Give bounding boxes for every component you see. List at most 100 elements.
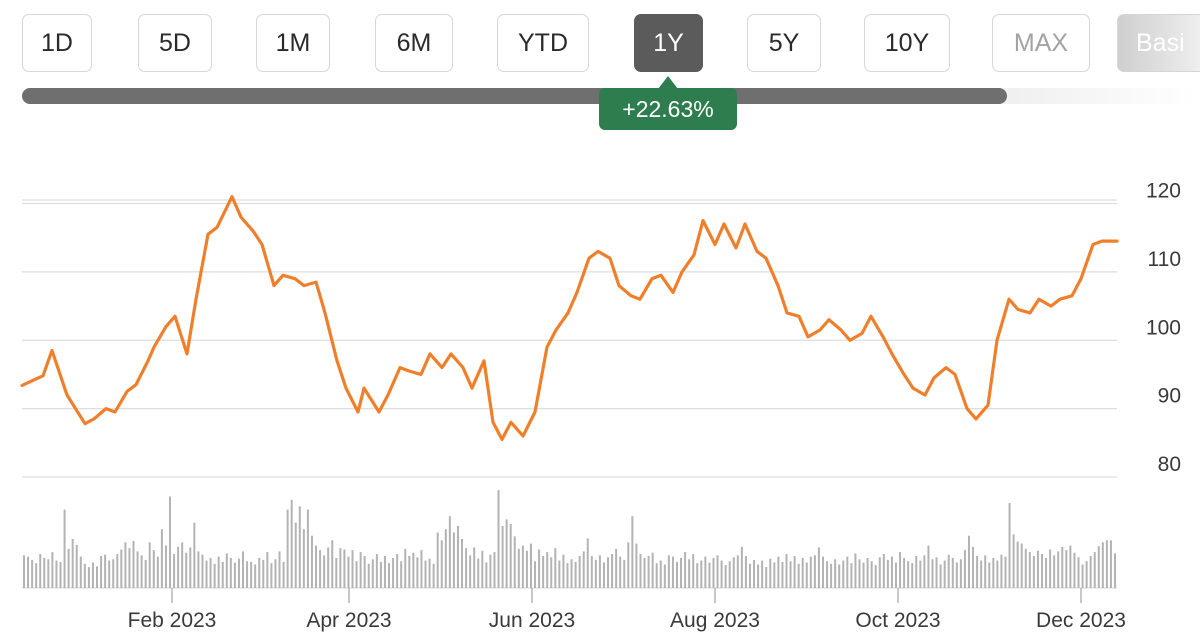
volume-bar [335,557,338,588]
volume-bar [955,562,958,588]
volume-bar [456,525,459,588]
volume-bar [680,557,683,588]
volume-bar [440,540,443,588]
range-5y-button[interactable]: 5Y [747,14,821,72]
volume-bar [773,562,776,588]
volume-bar [189,547,192,588]
volume-bar [716,555,719,588]
volume-bar [655,563,658,588]
volume-bar [27,556,30,588]
range-5d-button[interactable]: 5D [138,14,212,72]
range-10y-button[interactable]: 10Y [864,14,950,72]
volume-bar [611,554,614,588]
volume-bar [984,555,987,588]
volume-bar [838,564,841,588]
volume-bar [100,555,103,588]
volume-bar [866,557,869,588]
volume-bar [911,563,914,588]
volume-bar [213,563,216,588]
range-6m-button[interactable]: 6M [375,14,453,72]
volume-bar [323,555,326,588]
volume-bar [205,560,208,588]
volume-bar [724,565,727,588]
volume-bar [992,557,995,588]
volume-bar [1077,557,1080,588]
volume-bar [550,557,553,588]
volume-bar [619,556,622,588]
volume-bar [842,560,845,588]
volume-bar [732,557,735,588]
volume-bar [809,556,812,588]
volume-bar [761,560,764,588]
volume-bar [967,535,970,588]
volume-bar [927,545,930,588]
volume-bar [959,559,962,588]
volume-bar [193,522,196,588]
volume-bar [485,562,488,588]
volume-bar [469,555,472,588]
volume-bar [586,538,589,588]
volume-bar [1012,534,1015,588]
volume-bar [298,506,301,588]
volume-bar [688,559,691,588]
change-badge: +22.63% [599,88,737,130]
volume-bar [935,557,938,588]
volume-bar [388,563,391,588]
volume-bar [667,555,670,588]
volume-bar [647,555,650,588]
volume-bar [246,561,249,588]
volume-bar [160,529,163,588]
volume-bar [736,555,739,588]
range-scroll-thumb[interactable] [22,88,1007,104]
volume-bar [777,556,780,588]
volume-bar [501,525,504,588]
volume-bar [850,563,853,588]
range-max-button[interactable]: MAX [992,14,1090,72]
volume-bar [108,560,111,588]
volume-bar [947,554,950,588]
volume-bar [412,552,415,588]
volume-bar [1109,540,1112,588]
volume-bar [562,554,565,588]
volume-bar [63,509,66,588]
volume-bar [627,542,630,588]
volume-bar [177,546,180,588]
volume-bar [173,554,176,588]
volume-bar [148,542,151,588]
volume-bar [607,557,610,588]
volume-bar [1061,546,1064,588]
volume-bar [753,559,756,588]
volume-bar [1000,554,1003,588]
volume-bar [359,552,362,588]
range-1m-button[interactable]: 1M [256,14,330,72]
volume-bar [87,567,90,588]
volume-bar [931,559,934,588]
volume-bar [266,552,269,588]
volume-bar [830,563,833,588]
chart-style-basic-button[interactable]: Basi [1117,14,1200,72]
volume-bar [757,564,760,588]
volume-bar [976,555,979,588]
volume-bar [939,564,942,588]
volume-bar [692,554,695,588]
volume-bar [554,548,557,588]
volume-bar [104,554,107,588]
volume-bar [497,490,500,588]
volume-bar [659,560,662,588]
range-1d-button[interactable]: 1D [22,14,92,72]
volume-bar [310,535,313,588]
range-ytd-button[interactable]: YTD [497,14,589,72]
y-tick-label: 110 [1148,248,1181,271]
volume-bar [83,563,86,588]
volume-bar [1008,503,1011,588]
volume-bar [201,554,204,588]
volume-bar [858,559,861,588]
volume-bar [489,554,492,588]
range-1y-button[interactable]: 1Y [634,14,703,72]
volume-bar [631,516,634,588]
volume-bar [525,550,528,588]
volume-bar [383,555,386,588]
volume-bar [416,557,419,588]
volume-bar [1097,546,1100,588]
volume-bar [473,547,476,588]
